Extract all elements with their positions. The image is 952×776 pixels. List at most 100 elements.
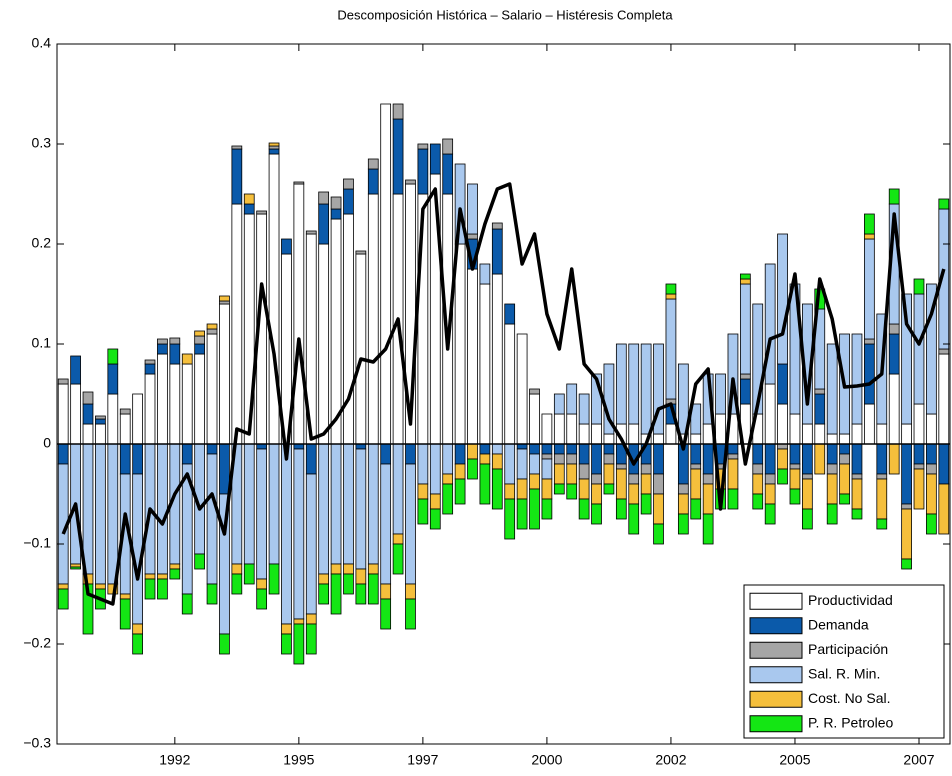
chart-title: Descomposición Histórica – Salario – His…	[337, 7, 673, 22]
bar-segment	[876, 518, 888, 530]
bar-segment	[665, 298, 677, 400]
bar-segment	[256, 578, 268, 590]
bar-segment	[144, 363, 156, 375]
bar-segment	[851, 423, 863, 445]
bar-segment	[82, 391, 94, 405]
bar-segment	[566, 463, 578, 485]
y-tick-label: −0.3	[23, 735, 51, 751]
bar-segment	[343, 178, 354, 190]
bar-segment	[690, 443, 702, 465]
bar-segment	[467, 268, 478, 445]
bar-segment	[479, 453, 491, 465]
bar-segment	[268, 153, 280, 445]
bar-segment	[529, 393, 540, 445]
bar-segment	[764, 443, 776, 475]
bar-segment	[330, 196, 342, 210]
bar-segment	[206, 333, 218, 445]
total-line	[61, 182, 946, 606]
bar-segment	[417, 498, 429, 525]
bar-segment	[380, 443, 392, 465]
bar-segment	[752, 443, 764, 465]
bar-segment	[268, 148, 280, 155]
x-tick-label: 1997	[407, 752, 438, 768]
bar-segment	[318, 203, 330, 245]
legend-swatch	[749, 690, 803, 708]
bar-segment	[578, 498, 590, 520]
bar-segment	[231, 145, 243, 150]
bar-segment	[119, 593, 131, 600]
bar-segment	[640, 493, 652, 515]
bar-segment	[888, 373, 900, 445]
bar-segment	[107, 348, 119, 365]
bar-segment	[541, 478, 553, 500]
bar-segment	[653, 473, 664, 495]
bar-segment	[814, 393, 826, 425]
bar-segment	[243, 443, 255, 565]
bar-segment	[305, 613, 317, 625]
bar-segment	[615, 468, 627, 500]
bar-segment	[157, 353, 168, 445]
bar-segment	[752, 493, 764, 510]
bar-segment	[479, 443, 491, 455]
bar-segment	[888, 333, 900, 375]
bar-segment	[82, 403, 94, 425]
bar-segment	[864, 233, 875, 240]
bar-segment	[752, 303, 764, 415]
bar-segment	[144, 359, 156, 365]
bar-segment	[541, 413, 553, 445]
bar-segment	[343, 213, 354, 445]
bar-segment	[764, 483, 776, 505]
bar-segment	[119, 408, 131, 415]
bar-segment	[578, 423, 590, 445]
bar-segment	[516, 498, 528, 530]
bar-segment	[777, 448, 788, 470]
bar-segment	[70, 566, 81, 570]
bar-segment	[864, 403, 875, 445]
bar-segment	[603, 463, 615, 485]
bar-segment	[181, 443, 193, 465]
legend-label: Demanda	[808, 616, 869, 632]
legend-label: Sal. R. Min.	[808, 665, 880, 681]
bar-segment	[690, 463, 702, 470]
bar-segment	[541, 453, 553, 460]
bar-segment	[702, 513, 714, 545]
bar-segment	[454, 163, 466, 245]
bar-segment	[591, 483, 602, 505]
bar-segment	[516, 448, 528, 480]
bar-segment	[467, 458, 478, 480]
bar-segment	[355, 448, 367, 570]
bar-segment	[653, 343, 664, 435]
bar-segment	[157, 443, 168, 575]
bar-segment	[219, 300, 230, 305]
bar-segment	[318, 583, 330, 605]
bar-segment	[330, 443, 342, 565]
bar-segment	[417, 148, 429, 195]
bar-segment	[454, 443, 466, 465]
bar-segment	[802, 478, 813, 510]
bar-segment	[839, 463, 850, 495]
bar-segment	[603, 483, 615, 495]
bar-segment	[851, 478, 863, 510]
bar-segment	[305, 473, 317, 615]
bar-segment	[367, 573, 379, 605]
bar-segment	[739, 278, 751, 285]
bar-segment	[194, 553, 205, 570]
bar-segment	[268, 142, 280, 147]
bar-segment	[417, 483, 429, 500]
bar-segment	[727, 443, 739, 455]
bar-segment	[628, 483, 640, 505]
bar-segment	[194, 330, 205, 337]
bar-segment	[702, 473, 714, 485]
bar-segment	[367, 193, 379, 445]
bar-segment	[888, 443, 900, 475]
bar-segment	[405, 598, 416, 630]
bar-segment	[504, 303, 516, 325]
bar-segment	[640, 473, 652, 495]
bar-segment	[553, 443, 565, 455]
bar-segment	[541, 458, 553, 480]
bar-segment	[467, 183, 478, 235]
bar-segment	[343, 443, 354, 565]
bar-segment	[578, 463, 590, 480]
bar-segment	[281, 443, 292, 625]
bar-segment	[330, 563, 342, 575]
